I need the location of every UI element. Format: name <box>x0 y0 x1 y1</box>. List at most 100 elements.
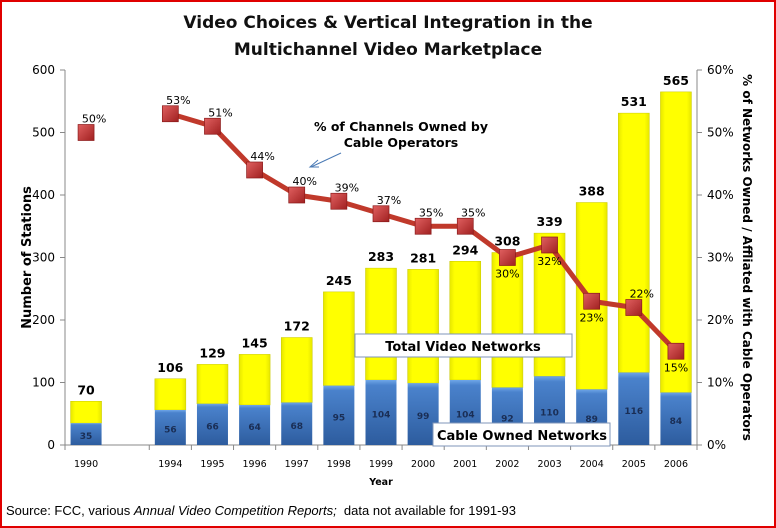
bar-total-2000 <box>407 269 439 384</box>
cable-value-label: 99 <box>417 412 430 422</box>
pct-marker-2004 <box>583 292 601 310</box>
bar-cable-1999 <box>365 380 397 445</box>
x-tick-label: 2001 <box>453 459 477 470</box>
total-value-label: 129 <box>199 345 225 360</box>
x-tick-label: 1994 <box>158 459 182 470</box>
y2-tick-label: 50% <box>707 126 734 140</box>
pct-value-label: 35% <box>419 206 443 219</box>
cable-networks-label: Cable Owned Networks <box>437 429 607 444</box>
total-value-label: 172 <box>284 319 310 334</box>
source-italic: Annual Video Competition Reports; <box>133 503 337 518</box>
total-value-label: 106 <box>157 360 183 375</box>
pct-marker-1997 <box>288 186 306 204</box>
bar-total-2001 <box>449 261 482 381</box>
cable-value-label: 84 <box>670 417 683 427</box>
pct-marker-2000 <box>414 217 432 235</box>
cable-value-label: 35 <box>80 432 93 442</box>
line-note-1: % of Channels Owned by <box>314 119 488 134</box>
pct-value-label: 35% <box>461 206 485 219</box>
cable-value-label: 89 <box>585 415 598 425</box>
chart-title-line-1: Video Choices & Vertical Integration in … <box>183 13 593 33</box>
pct-marker-2003 <box>541 236 558 254</box>
pct-value-label: 37% <box>377 194 401 207</box>
y-tick-label: 100 <box>32 376 55 390</box>
bar-total-1996 <box>238 354 271 406</box>
x-tick-label: 2005 <box>622 459 646 470</box>
pct-value-label: 40% <box>293 175 317 188</box>
pct-value-label: 22% <box>630 288 654 301</box>
x-tick-label: 2004 <box>580 459 604 470</box>
total-value-label: 339 <box>536 214 562 229</box>
total-value-label: 308 <box>494 234 520 249</box>
bar-cable-1996 <box>239 405 271 445</box>
pct-marker-1990 <box>77 124 95 141</box>
pct-value-label: 15% <box>664 361 688 374</box>
cable-value-label: 66 <box>206 422 219 432</box>
pct-marker-2001 <box>456 217 474 235</box>
pct-value-label: 39% <box>335 181 359 194</box>
source-suffix: data not available for 1991-93 <box>336 503 516 518</box>
x-tick-label: 1998 <box>327 459 351 470</box>
pct-value-label: 44% <box>250 150 274 163</box>
pct-value-label: 30% <box>495 268 519 281</box>
y2-tick-label: 40% <box>707 188 734 202</box>
y-axis-title: Number of Stations <box>20 186 35 329</box>
cable-value-label: 95 <box>333 413 346 423</box>
pct-marker-1994 <box>161 105 179 123</box>
y2-tick-label: 20% <box>707 313 734 327</box>
x-tick-label: 1997 <box>285 459 309 470</box>
bar-total-1998 <box>323 291 355 386</box>
bar-total-2002 <box>491 252 524 388</box>
total-value-label: 283 <box>368 249 394 264</box>
cable-value-label: 56 <box>164 426 177 436</box>
x-axis-title: Year <box>368 477 393 488</box>
bar-cable-1995 <box>196 403 228 445</box>
bar-cable-2005 <box>618 372 650 445</box>
pct-marker-1999 <box>372 205 390 223</box>
bar-total-1994 <box>154 378 187 411</box>
pct-value-label: 53% <box>166 94 190 107</box>
line-note-arrow <box>310 152 342 168</box>
y2-axis-title: % of Networks Owned / Affliated with Cab… <box>740 74 754 441</box>
total-networks-label: Total Video Networks <box>385 340 541 355</box>
y2-tick-label: 30% <box>707 251 734 265</box>
y-tick-label: 200 <box>32 313 55 327</box>
x-tick-label: 2000 <box>411 459 435 470</box>
line-note-2: Cable Operators <box>344 135 459 150</box>
chart-title: Video Choices & Vertical Integration in … <box>0 10 776 64</box>
x-tick-label: 2002 <box>495 459 519 470</box>
pct-marker-1998 <box>330 192 348 210</box>
line-note-arrowhead <box>308 159 319 168</box>
pct-marker-1995 <box>204 117 221 135</box>
bar-cable-1994 <box>154 410 186 445</box>
pct-marker-2005 <box>625 299 643 316</box>
x-tick-label: 1999 <box>369 459 393 470</box>
y-tick-label: 600 <box>32 63 55 77</box>
total-value-label: 245 <box>326 273 352 288</box>
y-tick-label: 500 <box>32 126 55 140</box>
y2-tick-label: 60% <box>707 63 734 77</box>
cable-value-label: 104 <box>456 411 475 421</box>
bar-total-1990 <box>70 401 102 424</box>
y-tick-label: 0 <box>47 438 55 452</box>
x-tick-label: 2006 <box>664 459 688 470</box>
pct-marker-2002 <box>499 249 516 266</box>
bar-total-1999 <box>365 267 397 381</box>
pct-value-label: 32% <box>537 255 561 268</box>
total-value-label: 565 <box>663 73 689 88</box>
source-prefix: Source: FCC, various <box>6 503 134 518</box>
cable-value-label: 104 <box>372 411 391 421</box>
y2-tick-label: 10% <box>707 376 734 390</box>
pct-marker-1996 <box>246 161 263 179</box>
x-tick-label: 1995 <box>200 459 224 470</box>
y2-tick-label: 0% <box>707 438 726 452</box>
total-value-label: 531 <box>621 94 647 109</box>
cable-value-label: 92 <box>501 414 514 424</box>
cable-value-label: 68 <box>290 422 303 432</box>
x-tick-label: 2003 <box>537 459 561 470</box>
source-note: Source: FCC, various Annual Video Compet… <box>6 503 516 518</box>
cable-value-label: 110 <box>540 409 559 419</box>
bar-total-1997 <box>280 337 313 403</box>
